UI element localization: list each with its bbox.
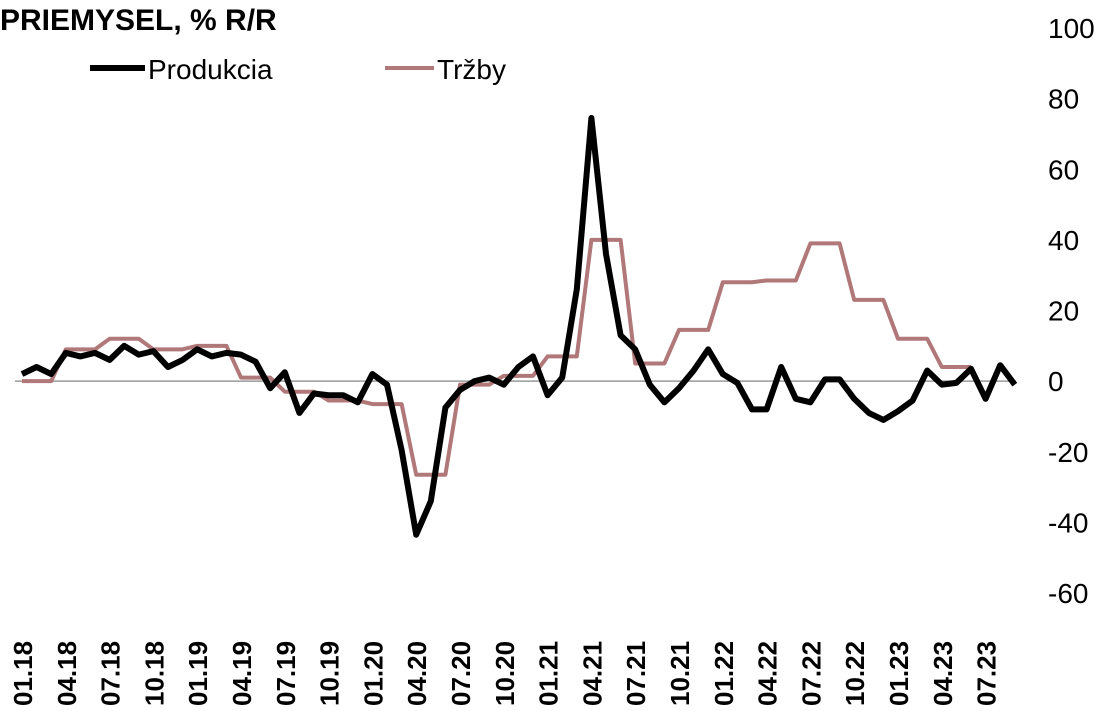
x-tick-label: 01.18: [8, 641, 38, 706]
x-tick-label: 04.20: [402, 641, 432, 706]
x-tick-label: 01.23: [884, 641, 914, 706]
x-tick-label: 04.21: [577, 641, 607, 706]
legend-label: Tržby: [437, 54, 506, 85]
x-tick-label: 07.19: [271, 641, 301, 706]
y-tick-label: -60: [1048, 578, 1088, 609]
y-tick-label: 0: [1048, 366, 1064, 397]
x-tick-label: 04.18: [52, 641, 82, 706]
y-tick-label: 80: [1048, 84, 1079, 115]
y-tick-label: 20: [1048, 296, 1079, 327]
x-tick-label: 10.20: [490, 641, 520, 706]
line-series: [22, 237, 971, 477]
x-tick-label: 10.19: [315, 641, 345, 706]
x-tick-label: 04.22: [753, 641, 783, 706]
y-tick-label: -20: [1048, 437, 1088, 468]
x-tick-label: 07.20: [446, 641, 476, 706]
chart-title: PRIEMYSEL, % R/R: [0, 4, 277, 37]
x-tick-label: 10.22: [840, 641, 870, 706]
y-tick-label: 40: [1048, 225, 1079, 256]
y-tick-label: 60: [1048, 154, 1079, 185]
y-tick-label: 100: [1048, 13, 1095, 44]
x-tick-label: 10.18: [139, 641, 169, 706]
x-tick-label: 10.21: [665, 641, 695, 706]
legend-label: Produkcia: [148, 54, 273, 85]
y-tick-label: -40: [1048, 507, 1088, 538]
x-tick-label: 01.19: [183, 641, 213, 706]
x-tick-label: 01.21: [534, 641, 564, 706]
x-tick-label: 01.20: [358, 641, 388, 706]
x-tick-label: 07.21: [621, 641, 651, 706]
x-tick-label: 04.23: [928, 641, 958, 706]
x-tick-label: 07.18: [96, 641, 126, 706]
line-series: [20, 115, 1018, 538]
x-tick-label: 01.22: [709, 641, 739, 706]
x-tick-label: 07.22: [796, 641, 826, 706]
x-tick-label: 04.19: [227, 641, 257, 706]
x-tick-label: 07.23: [972, 641, 1002, 706]
